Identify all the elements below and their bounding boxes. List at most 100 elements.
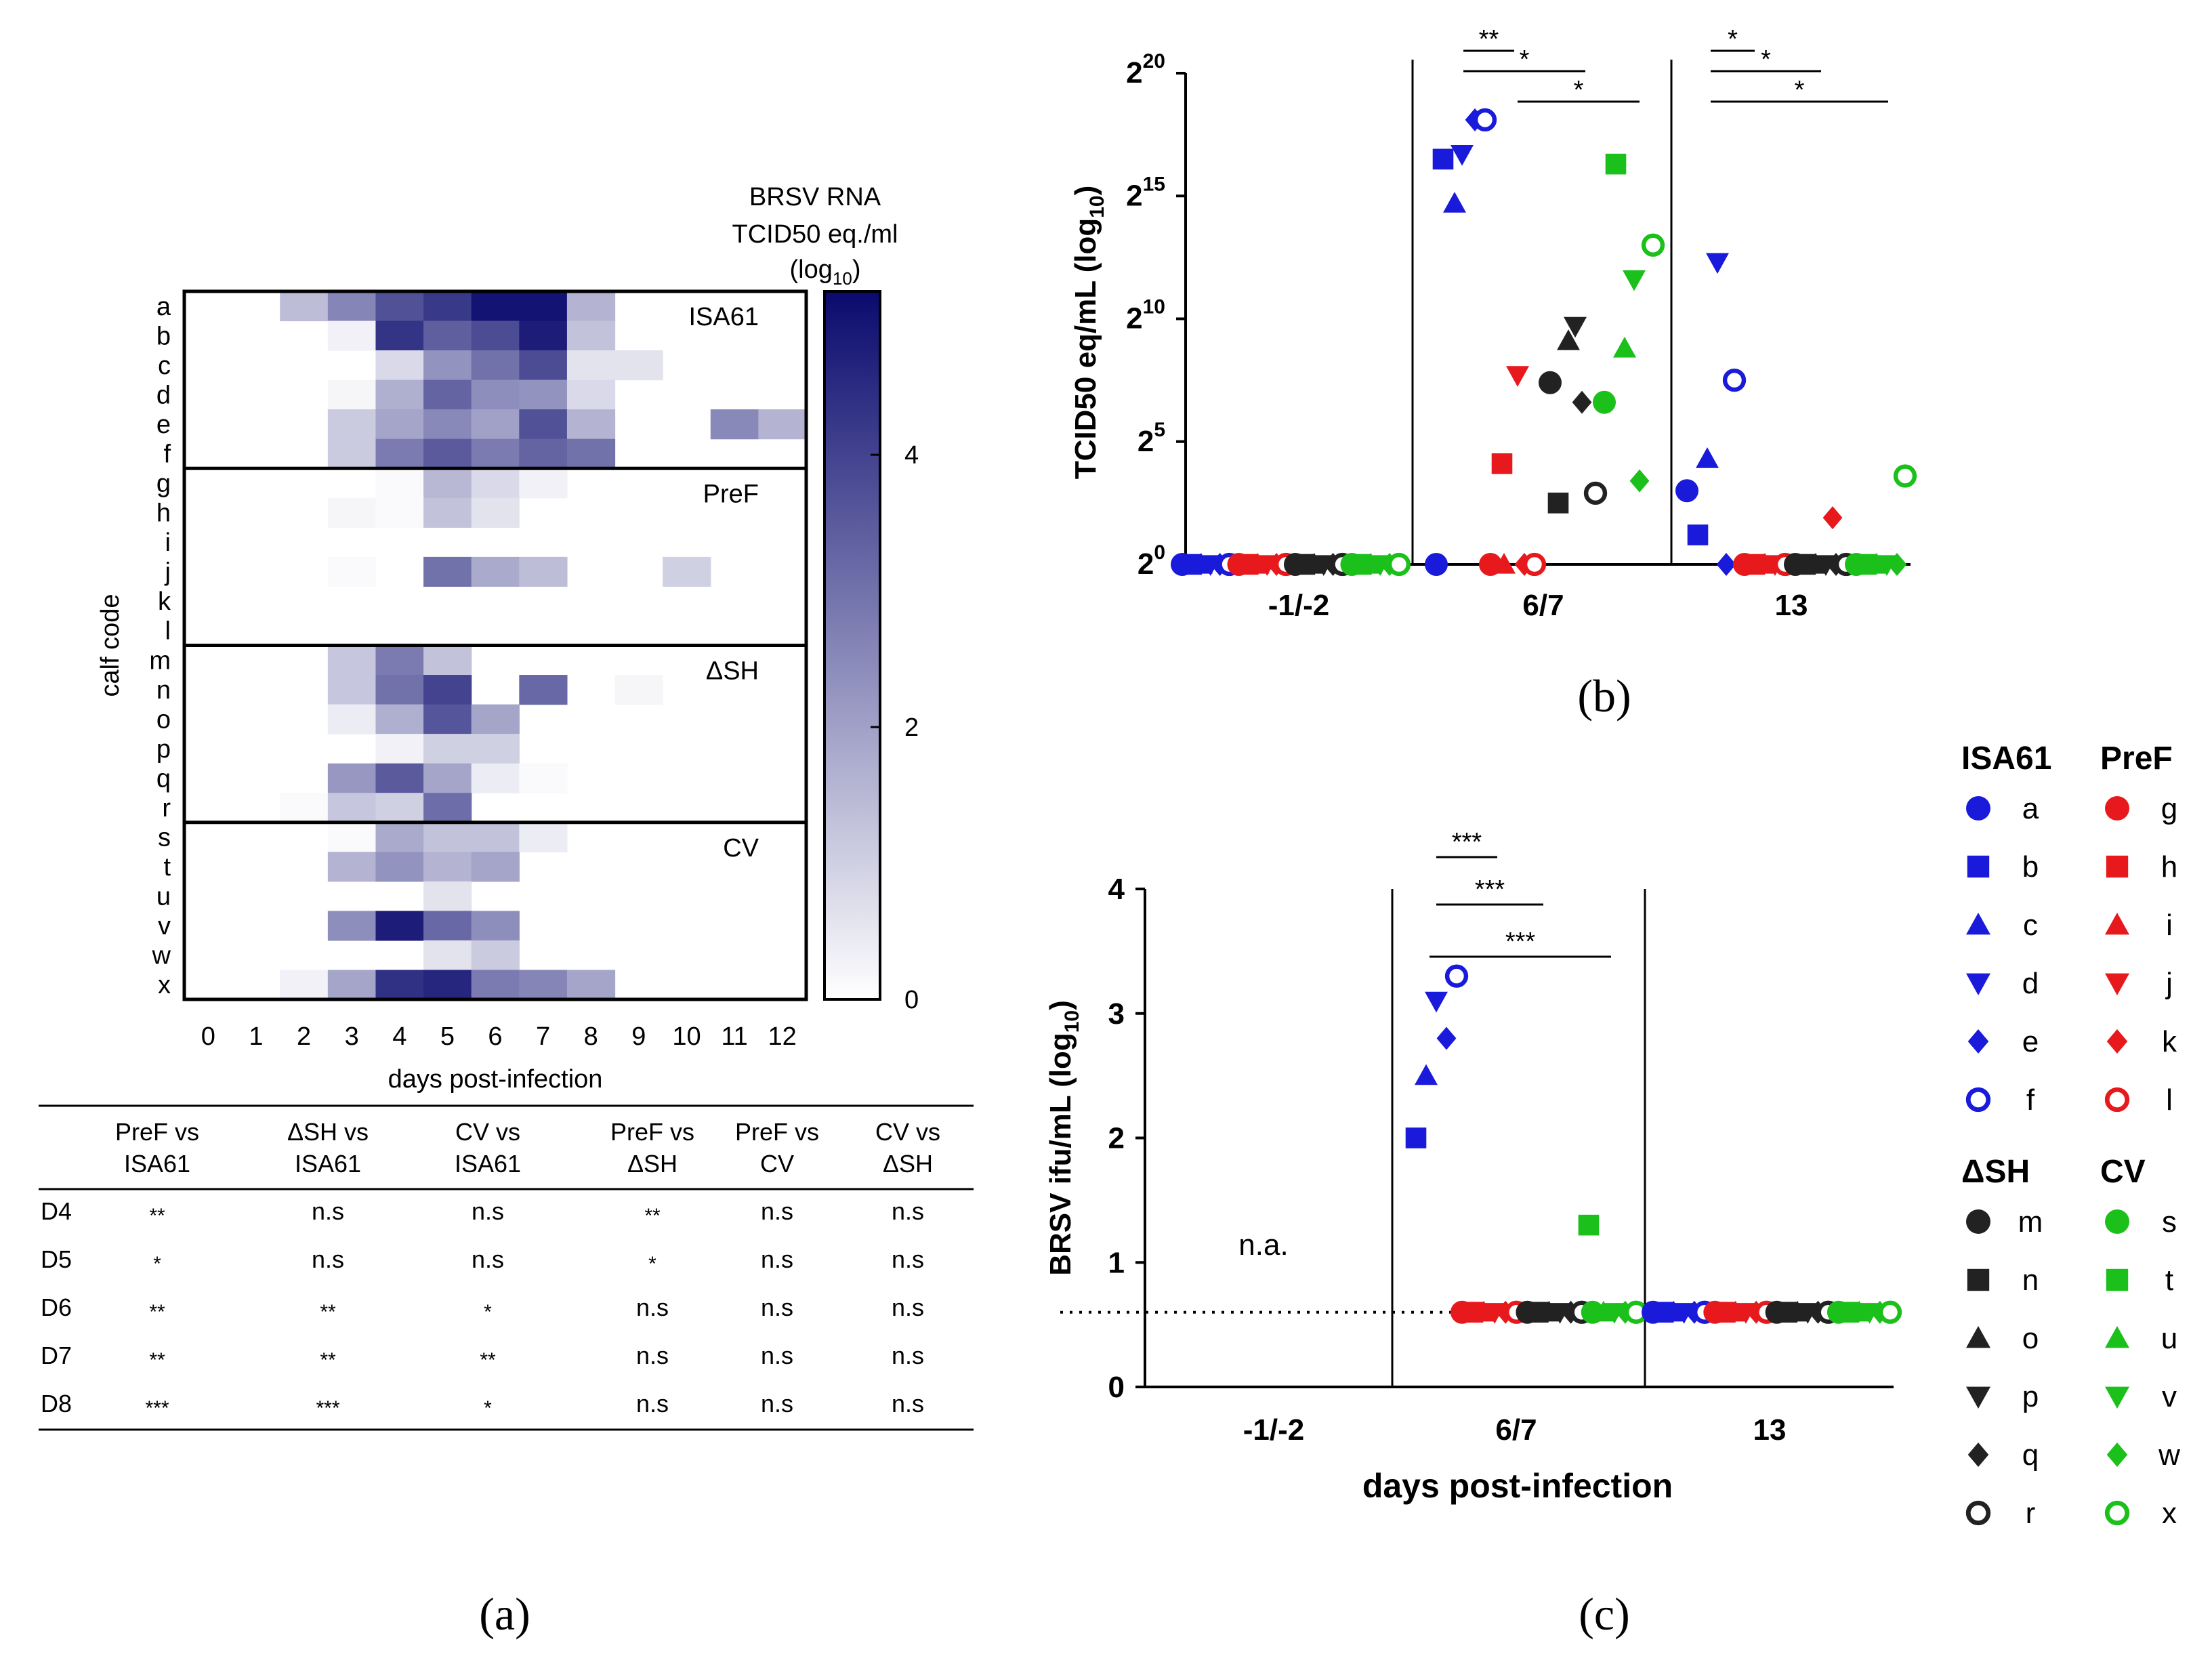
heatmap-cell	[423, 320, 472, 351]
data-point	[1432, 148, 1454, 170]
na-label: n.a.	[1238, 1228, 1288, 1262]
significance-label: *	[1795, 76, 1805, 104]
group-label: ΔSH	[706, 657, 759, 686]
heatmap-cell	[375, 320, 424, 351]
table-cell: n.s	[761, 1342, 793, 1369]
table-cell: n.s	[636, 1293, 669, 1321]
data-point	[1425, 991, 1448, 1013]
panel-a-table: PreF vs ISA61 ΔSH vs ISA61 CV vs ISA61 PreF vs…	[39, 1104, 974, 1431]
row-label: u	[156, 883, 171, 911]
data-point	[1451, 145, 1474, 166]
y-tick-label: 2	[1108, 1122, 1125, 1155]
x-tick-label: 1	[249, 1022, 263, 1051]
table-header: PreF vs	[115, 1118, 199, 1146]
heatmap-cell	[375, 763, 424, 793]
data-point	[1865, 553, 1888, 574]
data-point	[1443, 192, 1466, 213]
legend-marker	[1967, 1029, 1989, 1054]
data-point	[1804, 553, 1827, 574]
panel-b-scatter: 20 25 210 215 220 -1/-2 6/7 13 TCID50 eq/mL (log…	[1069, 25, 1917, 622]
x-tick-label: 5	[440, 1022, 455, 1051]
x-tick-label: 10	[672, 1022, 701, 1051]
heatmap-cell	[519, 409, 568, 440]
row-label: m	[149, 646, 171, 675]
data-point	[1629, 469, 1650, 493]
y-tick-label: 1	[1108, 1246, 1125, 1279]
heatmap-cell	[471, 822, 520, 852]
data-point	[1848, 1300, 1871, 1322]
table-header: ISA61	[295, 1150, 361, 1178]
group-label: PreF	[703, 480, 759, 508]
legend-item-label: q	[2022, 1438, 2039, 1472]
colorbar	[823, 290, 881, 1001]
significance-label: ***	[1505, 928, 1536, 956]
table-header: CV vs	[875, 1118, 940, 1146]
data-point	[1591, 1300, 1615, 1322]
legend-item-label: b	[2022, 850, 2039, 884]
caption-b: (b)	[1577, 670, 1631, 722]
table-cell: *	[484, 1397, 492, 1419]
legend-item-label: u	[2161, 1322, 2177, 1355]
heatmap-cell	[423, 468, 472, 499]
heatmap-cell	[519, 350, 568, 381]
heatmap-cell	[471, 350, 520, 381]
heatmap-cell	[280, 793, 329, 823]
significance-label: *	[1574, 76, 1584, 104]
table-header: ΔSH	[627, 1150, 677, 1178]
heatmap-cell	[375, 852, 424, 882]
row-label: o	[156, 705, 171, 734]
heatmap-cell	[375, 409, 424, 440]
table-row-day: D4	[41, 1197, 72, 1225]
heatmap-cell	[519, 291, 568, 322]
legend-marker	[1966, 1386, 1990, 1409]
heatmap-cell	[423, 822, 472, 852]
group-label: CV	[723, 834, 759, 863]
heatmap-cell	[375, 350, 424, 381]
table-header: ISA61	[455, 1150, 521, 1178]
data-point	[1724, 1300, 1747, 1322]
legend-item-label: w	[2158, 1438, 2180, 1472]
row-label: c	[158, 352, 171, 380]
data-point	[1572, 390, 1592, 414]
data-point	[1547, 493, 1569, 514]
heatmap-cell	[566, 320, 616, 351]
data-point	[1605, 153, 1627, 175]
legend-group-title: ΔSH	[1961, 1154, 2030, 1190]
data-point	[1472, 1300, 1496, 1322]
data-point	[1687, 524, 1709, 545]
table-cell: n.s	[636, 1342, 669, 1369]
heatmap-cell	[566, 438, 616, 469]
heatmap-cell	[423, 763, 472, 793]
heatmap-cell	[471, 852, 520, 882]
heatmap-cell	[519, 556, 568, 587]
heatmap-cell	[471, 438, 520, 469]
data-point	[1506, 366, 1529, 387]
row-label: s	[158, 824, 171, 852]
heatmap-cell	[471, 468, 520, 499]
heatmap-cell	[519, 970, 568, 1000]
y-tick-label: 0	[1108, 1371, 1125, 1404]
data-point	[1405, 1127, 1427, 1148]
heatmap-cell	[327, 763, 377, 793]
data-point	[1473, 108, 1497, 132]
heatmap-cell	[423, 497, 472, 528]
heatmap-cell	[423, 940, 472, 971]
legend-marker	[2105, 1386, 2129, 1409]
table-header: ISA61	[124, 1150, 190, 1178]
row-label: e	[156, 411, 171, 439]
heatmap-cell	[327, 320, 377, 351]
legend-group-title: CV	[2100, 1154, 2146, 1190]
table-cell: **	[644, 1205, 661, 1227]
heatmap-cell	[327, 822, 377, 852]
heatmap-cell	[423, 379, 472, 410]
legend-item-label: f	[2026, 1083, 2035, 1117]
legend-marker	[1967, 855, 1990, 878]
heatmap-cell	[471, 763, 520, 793]
table-header: CV	[760, 1150, 794, 1178]
y-tick-label: 4	[1108, 873, 1125, 906]
heatmap-cell	[327, 645, 377, 676]
row-label: f	[163, 440, 171, 468]
y-tick-label: 20	[1138, 541, 1165, 581]
row-label: i	[165, 528, 171, 557]
heatmap-cell	[327, 852, 377, 882]
